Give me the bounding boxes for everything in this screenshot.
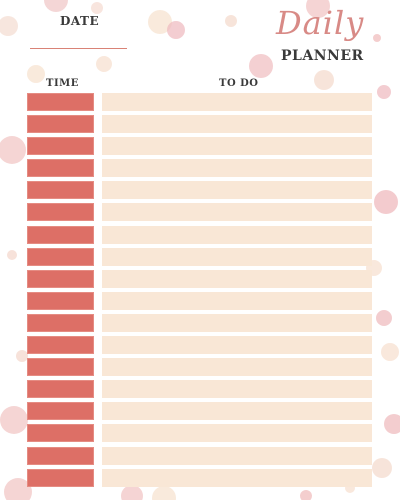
todo-field[interactable]: [102, 203, 372, 222]
planner-row: [27, 402, 372, 421]
todo-field[interactable]: [102, 358, 372, 377]
planner-row: [27, 313, 372, 332]
todo-field[interactable]: [102, 424, 372, 443]
planner-row: [27, 203, 372, 222]
todo-field[interactable]: [102, 468, 372, 487]
planner-row: [27, 93, 372, 111]
time-slot-field[interactable]: [27, 247, 94, 266]
time-slot-field[interactable]: [27, 313, 94, 332]
time-slot-field[interactable]: [27, 380, 94, 399]
todo-field[interactable]: [102, 446, 372, 465]
time-slot-field[interactable]: [27, 203, 94, 222]
todo-field[interactable]: [102, 269, 372, 288]
date-label: DATE: [60, 14, 100, 28]
planner-row: [27, 468, 372, 487]
todo-field[interactable]: [102, 159, 372, 178]
title-daily-script: Daily: [276, 4, 365, 42]
todo-field[interactable]: [102, 336, 372, 355]
todo-field[interactable]: [102, 402, 372, 421]
todo-field[interactable]: [102, 291, 372, 310]
todo-field[interactable]: [102, 181, 372, 200]
planner-row: [27, 269, 372, 288]
todo-column-header: TO DO: [219, 78, 259, 89]
planner-row: [27, 424, 372, 443]
time-slot-field[interactable]: [27, 468, 94, 487]
time-slot-field[interactable]: [27, 358, 94, 377]
time-slot-field[interactable]: [27, 159, 94, 178]
todo-field[interactable]: [102, 115, 372, 134]
time-slot-field[interactable]: [27, 93, 94, 111]
planner-row: [27, 336, 372, 355]
todo-field[interactable]: [102, 225, 372, 244]
planner-rows: [27, 93, 372, 491]
todo-field[interactable]: [102, 247, 372, 266]
time-slot-field[interactable]: [27, 269, 94, 288]
planner-row: [27, 225, 372, 244]
planner-row: [27, 159, 372, 178]
planner-row: [27, 115, 372, 134]
time-slot-field[interactable]: [27, 225, 94, 244]
planner-row: [27, 137, 372, 156]
todo-field[interactable]: [102, 380, 372, 399]
time-slot-field[interactable]: [27, 336, 94, 355]
time-column-header: TIME: [46, 78, 79, 89]
planner-row: [27, 380, 372, 399]
time-slot-field[interactable]: [27, 446, 94, 465]
todo-field[interactable]: [102, 93, 372, 111]
time-slot-field[interactable]: [27, 291, 94, 310]
todo-field[interactable]: [102, 313, 372, 332]
time-slot-field[interactable]: [27, 181, 94, 200]
time-slot-field[interactable]: [27, 402, 94, 421]
time-slot-field[interactable]: [27, 115, 94, 134]
date-input-line[interactable]: [30, 48, 127, 49]
title-planner: PLANNER: [281, 48, 364, 64]
planner-row: [27, 291, 372, 310]
planner-row: [27, 446, 372, 465]
time-slot-field[interactable]: [27, 137, 94, 156]
time-slot-field[interactable]: [27, 424, 94, 443]
planner-row: [27, 358, 372, 377]
planner-row: [27, 247, 372, 266]
planner-row: [27, 181, 372, 200]
todo-field[interactable]: [102, 137, 372, 156]
